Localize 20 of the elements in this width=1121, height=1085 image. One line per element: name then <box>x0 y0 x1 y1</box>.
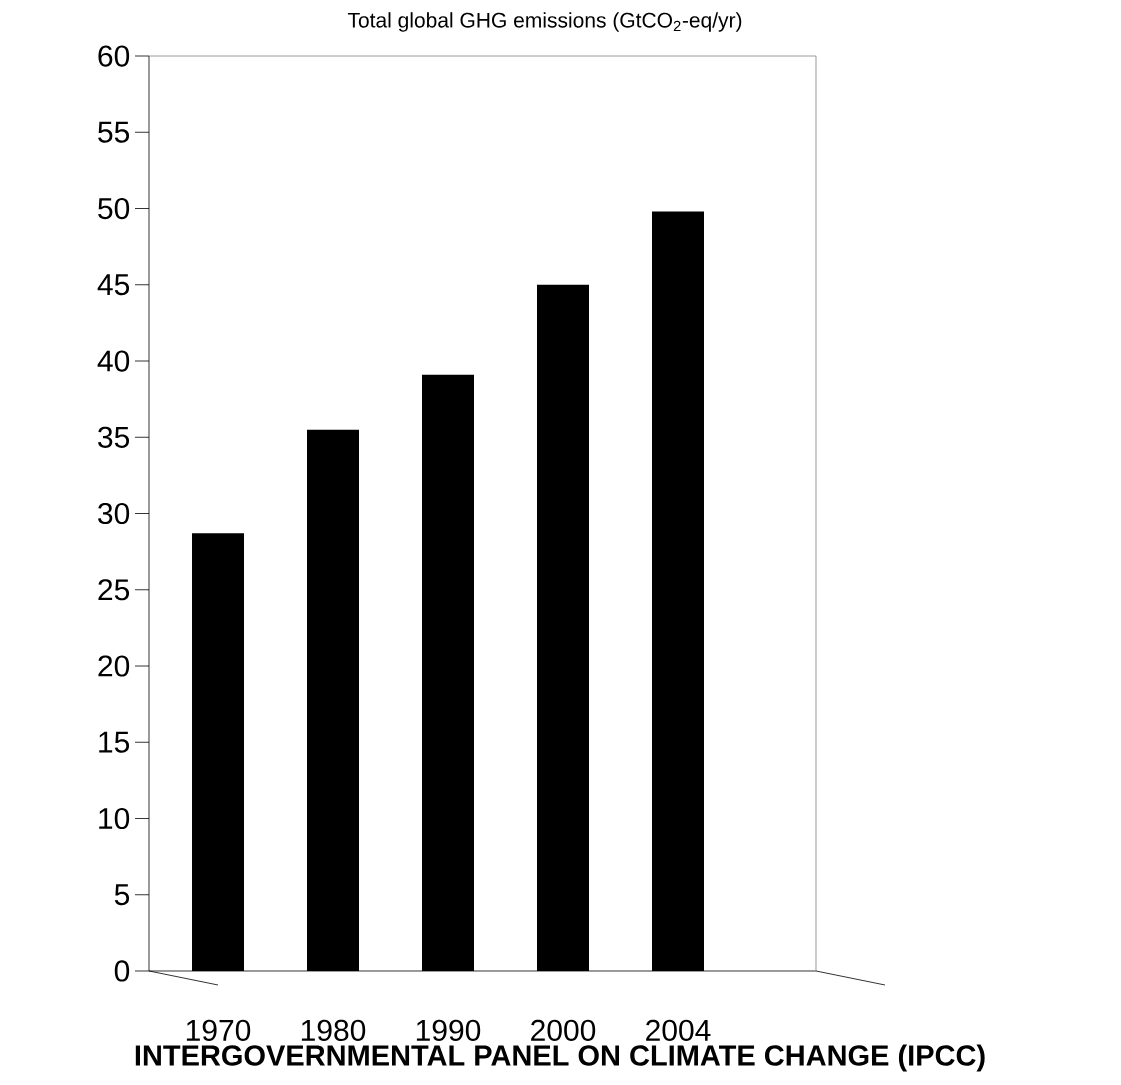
x-tick-label: 2004 <box>646 1019 711 1041</box>
x-tick-label: 1980 <box>301 1019 366 1041</box>
y-tick-label: 45 <box>97 274 130 296</box>
x-tick-label: 1970 <box>186 1019 251 1041</box>
chart-title: Total global GHG emissions (GtCO$_{2}$-eq/yr) <box>347 12 742 32</box>
y-tick-label: 50 <box>98 197 130 220</box>
y-tick-label: 60 <box>98 45 130 67</box>
y-tick-label: 15 <box>99 731 130 753</box>
y-tick-label: 40 <box>97 350 130 372</box>
y-tick-label: 55 <box>98 121 130 143</box>
y-tick-label: 35 <box>98 426 130 448</box>
y-tick-label: 25 <box>98 579 130 601</box>
x-tick-label: 2000 <box>531 1019 596 1041</box>
y-tick-label: 0 <box>114 960 130 982</box>
y-tick-label: 5 <box>114 884 130 906</box>
y-tick-label: 10 <box>99 807 130 830</box>
text: INTERGOVERNMENTAL PANEL ON CLIMATE CHANGE (IPCC) <box>135 1044 985 1072</box>
y-tick-label: 20 <box>98 655 130 677</box>
x-tick-label: 1990 <box>416 1019 481 1041</box>
y-tick-label: 30 <box>98 502 130 525</box>
